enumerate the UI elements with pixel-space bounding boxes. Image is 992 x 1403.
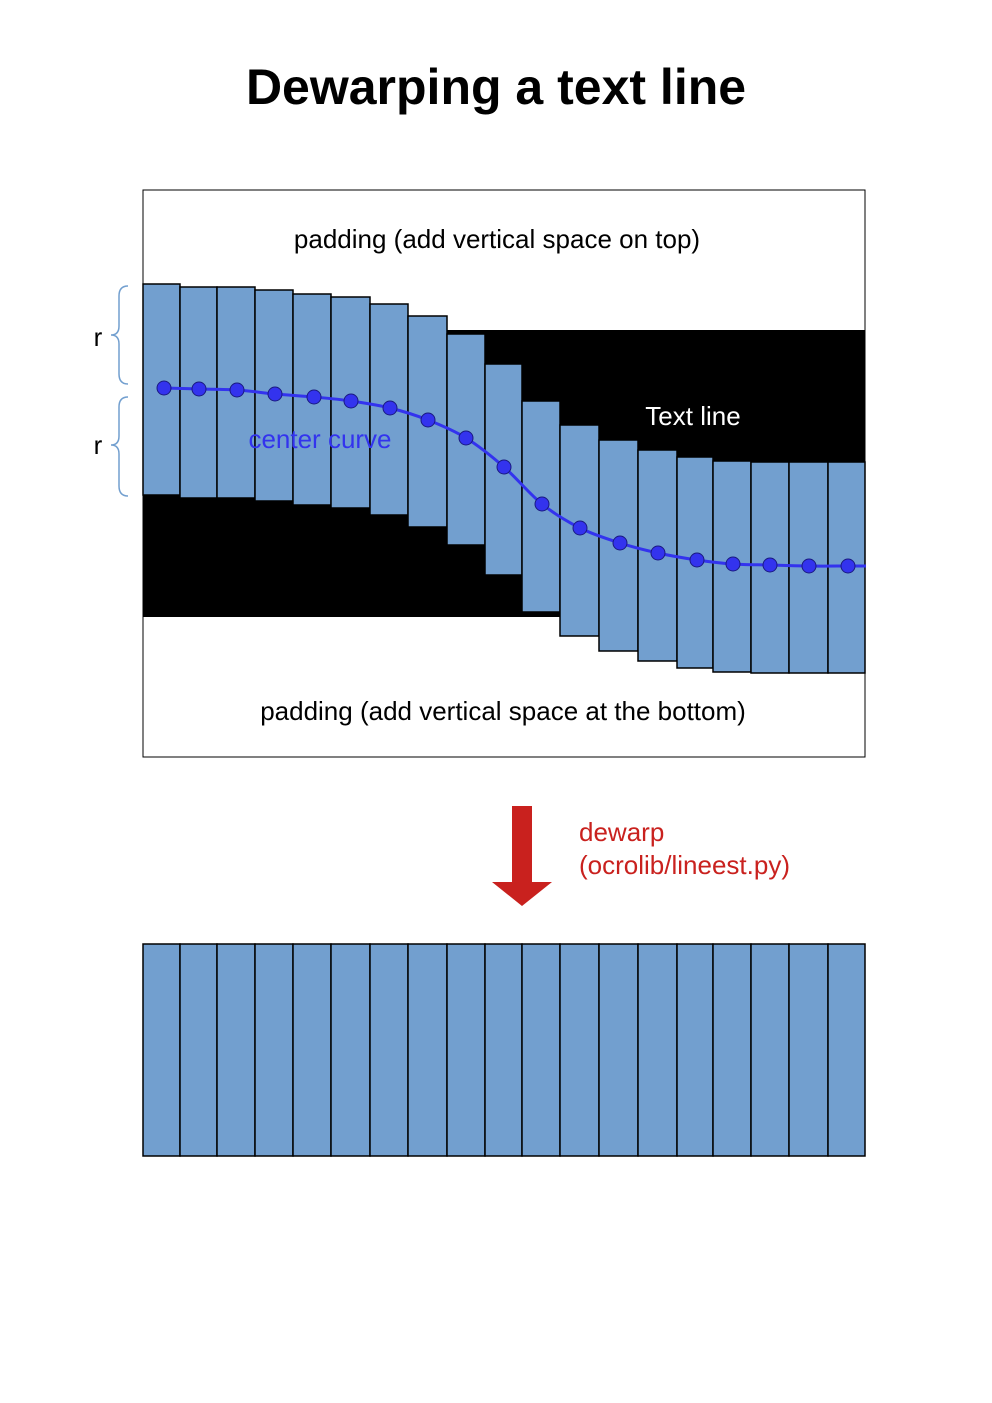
- center-curve-point: [229, 382, 245, 398]
- dewarped-column: [559, 943, 600, 1157]
- center-curve-point: [496, 459, 512, 475]
- dewarped-column: [712, 943, 752, 1157]
- dewarped-column: [637, 943, 678, 1157]
- center-curve-point: [191, 381, 207, 397]
- dewarped-column: [216, 943, 256, 1157]
- center-curve-point: [725, 556, 741, 572]
- center-curve-points: [156, 380, 856, 574]
- center-curve-point: [840, 558, 856, 574]
- center-curve-label: center curve: [248, 424, 391, 454]
- center-curve-point: [572, 520, 588, 536]
- dewarped-column: [750, 943, 790, 1157]
- arrow-down-icon: [492, 806, 552, 906]
- dewarped-column: [446, 943, 486, 1157]
- dewarp-label: dewarp: [579, 817, 664, 847]
- center-curve-point: [762, 557, 778, 573]
- dewarped-column: [598, 943, 639, 1157]
- bracket-upper-icon: [110, 285, 129, 385]
- r-upper-label: r: [94, 322, 103, 352]
- r-lower-label: r: [94, 430, 103, 460]
- dewarped-column: [369, 943, 409, 1157]
- center-curve-point: [534, 496, 550, 512]
- dewarp-source-label: (ocrolib/lineest.py): [579, 850, 790, 880]
- center-curve-point: [420, 412, 436, 428]
- dewarped-column: [521, 943, 561, 1157]
- dewarped-column: [676, 943, 714, 1157]
- warped-column: [179, 286, 218, 499]
- center-curve-point: [343, 393, 359, 409]
- dewarped-columns: [142, 943, 866, 1157]
- dewarped-column: [788, 943, 829, 1157]
- dewarped-column: [407, 943, 448, 1157]
- dewarped-column: [484, 943, 523, 1157]
- dewarped-column: [179, 943, 218, 1157]
- center-curve-point: [689, 552, 705, 568]
- dewarped-column: [142, 943, 181, 1157]
- center-curve-point: [650, 545, 666, 561]
- center-curve-point: [801, 558, 817, 574]
- dewarped-column: [254, 943, 294, 1157]
- dewarped-column: [292, 943, 332, 1157]
- page-title: Dewarping a text line: [245, 59, 747, 115]
- text-line-label: Text line: [645, 401, 740, 431]
- dewarped-column: [330, 943, 371, 1157]
- bracket-lower-icon: [110, 396, 129, 497]
- center-curve-point: [267, 386, 283, 402]
- warped-column: [484, 363, 523, 576]
- center-curve-point: [306, 389, 322, 405]
- center-curve-point: [458, 430, 474, 446]
- center-curve-point: [156, 380, 172, 396]
- padding-top-label: padding (add vertical space on top): [294, 224, 700, 254]
- padding-bottom-label: padding (add vertical space at the botto…: [260, 696, 746, 726]
- center-curve-point: [612, 535, 628, 551]
- center-curve-point: [382, 400, 398, 416]
- dewarped-column: [827, 943, 866, 1157]
